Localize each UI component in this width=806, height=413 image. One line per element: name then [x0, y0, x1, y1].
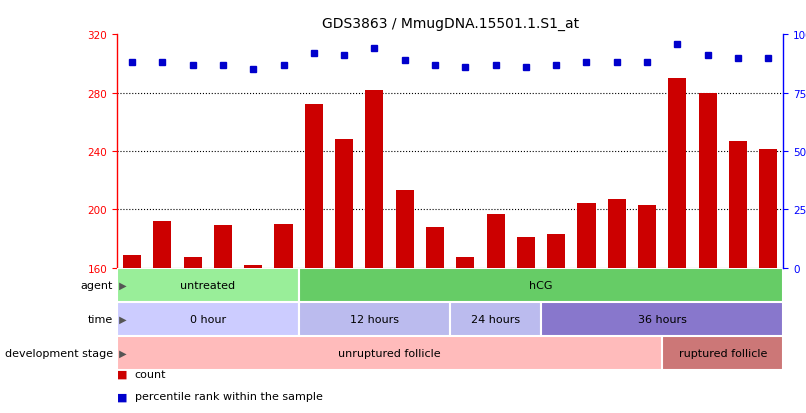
Title: GDS3863 / MmugDNA.15501.1.S1_at: GDS3863 / MmugDNA.15501.1.S1_at [322, 17, 579, 31]
Bar [699, 93, 717, 268]
Bar [638, 205, 656, 268]
Bar [117, 302, 299, 336]
Bar [517, 237, 535, 268]
Text: untreated: untreated [181, 280, 235, 290]
Text: unruptured follicle: unruptured follicle [339, 348, 441, 358]
Text: ■: ■ [117, 392, 127, 401]
Bar [729, 141, 747, 268]
Text: ruptured follicle: ruptured follicle [679, 348, 767, 358]
Bar [577, 204, 596, 268]
Bar [663, 336, 783, 370]
Bar [299, 302, 450, 336]
Bar [117, 268, 299, 302]
Bar [335, 140, 353, 268]
Bar [365, 90, 384, 268]
Bar [426, 227, 444, 268]
Bar [153, 221, 172, 268]
Text: agent: agent [81, 280, 113, 290]
Bar [456, 258, 475, 268]
Bar [396, 191, 413, 268]
Bar [668, 79, 687, 268]
Text: time: time [88, 314, 113, 324]
Text: percentile rank within the sample: percentile rank within the sample [135, 392, 322, 401]
Bar [305, 105, 323, 268]
Text: 36 hours: 36 hours [638, 314, 687, 324]
Bar [274, 224, 293, 268]
Text: development stage: development stage [5, 348, 113, 358]
Bar [244, 265, 262, 268]
Text: ▶: ▶ [116, 314, 127, 324]
Text: ▶: ▶ [116, 280, 127, 290]
Text: ■: ■ [117, 369, 127, 379]
Text: 12 hours: 12 hours [350, 314, 399, 324]
Text: 24 hours: 24 hours [471, 314, 520, 324]
Text: ▶: ▶ [116, 348, 127, 358]
Bar [214, 226, 232, 268]
Bar [608, 199, 626, 268]
Bar [547, 235, 565, 268]
Bar [450, 302, 541, 336]
Text: hCG: hCG [530, 280, 553, 290]
Bar [541, 302, 783, 336]
Text: 0 hour: 0 hour [189, 314, 226, 324]
Bar [299, 268, 783, 302]
Bar [123, 255, 141, 268]
Bar [759, 150, 777, 268]
Bar [487, 214, 505, 268]
Text: count: count [135, 369, 166, 379]
Bar [184, 258, 202, 268]
Bar [117, 336, 663, 370]
